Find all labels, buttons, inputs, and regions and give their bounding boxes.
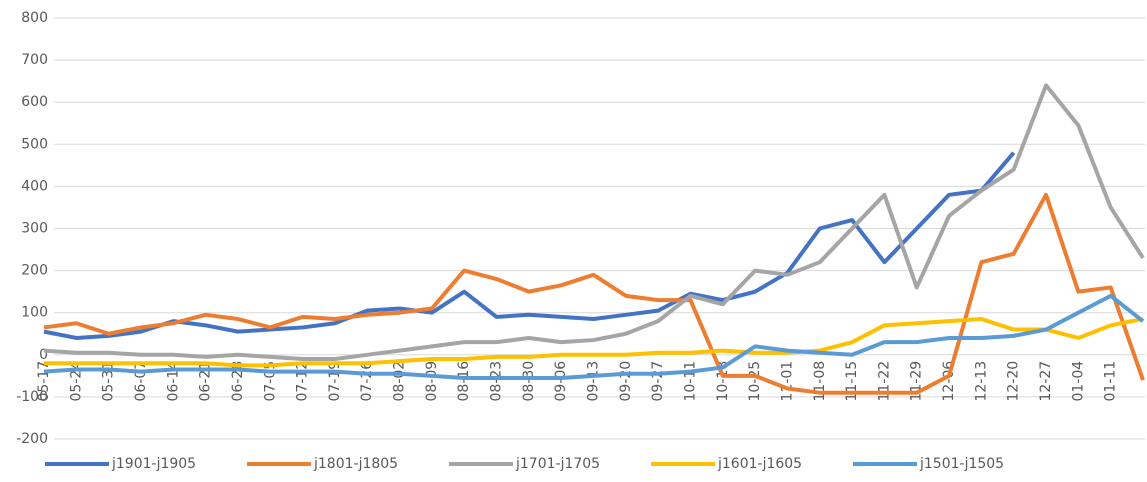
x-tick-label: 09-06 [553, 361, 569, 402]
x-tick-label: 11-22 [876, 361, 892, 402]
x-tick-label: 12-13 [973, 361, 989, 402]
x-tick-label: 05-24 [68, 361, 84, 402]
x-tick-label: 06-07 [133, 361, 149, 402]
y-tick-label: 500 [21, 136, 48, 152]
x-tick-label: 06-21 [198, 361, 214, 402]
x-tick-label: 01-11 [1103, 361, 1119, 402]
x-tick-label: 07-19 [327, 361, 343, 402]
x-tick-label: 05-31 [101, 361, 117, 402]
y-tick-label: 200 [21, 263, 48, 279]
y-tick-label: 300 [21, 221, 48, 237]
x-tick-label: 07-26 [359, 361, 375, 402]
x-tick-label: 11-15 [844, 361, 860, 402]
x-tick-label: 12-06 [941, 361, 957, 402]
x-tick-label: 06-14 [165, 361, 181, 402]
y-tick-label: 600 [21, 94, 48, 110]
x-tick-label: 11-01 [779, 361, 795, 402]
y-tick-label: 100 [21, 305, 48, 321]
y-tick-label: -100 [16, 389, 48, 405]
y-tick-label: 800 [21, 10, 48, 26]
x-tick-label: 10-25 [747, 361, 763, 402]
legend-label: j1601-j1605 [717, 456, 802, 472]
y-tick-label: 700 [21, 52, 48, 68]
x-tick-label: 11-29 [909, 361, 925, 402]
legend-label: j1901-j1905 [111, 456, 196, 472]
x-tick-label: 09-20 [618, 361, 634, 402]
x-tick-label: 08-16 [456, 361, 472, 402]
series-line [43, 151, 1016, 340]
legend-label: j1801-j1805 [313, 456, 398, 472]
x-tick-label: 05-17 [36, 361, 52, 402]
x-tick-label: 08-02 [392, 361, 408, 402]
series-line [44, 317, 1144, 368]
series-line [43, 293, 1145, 380]
x-tick-label: 08-23 [489, 361, 505, 402]
x-tick-label: 08-30 [521, 361, 537, 402]
y-tick-label: -200 [16, 431, 48, 447]
x-tick-label: 08-09 [424, 361, 440, 402]
legend-label: j1501-j1505 [919, 456, 1004, 472]
x-tick-label: 12-27 [1038, 361, 1054, 402]
x-tick-label: 10-11 [682, 361, 698, 402]
y-tick-label: 0 [39, 347, 48, 363]
legend-label: j1701-j1705 [515, 456, 600, 472]
y-tick-label: 400 [21, 178, 48, 194]
x-tick-label: 01-04 [1070, 361, 1086, 402]
x-tick-label: 09-27 [650, 361, 666, 402]
series-line [43, 83, 1145, 362]
x-tick-label: 09-13 [586, 361, 602, 402]
x-tick-label: 12-20 [1006, 361, 1022, 402]
x-tick-label: 11-08 [812, 361, 828, 402]
x-tick-label: 07-12 [295, 361, 311, 402]
